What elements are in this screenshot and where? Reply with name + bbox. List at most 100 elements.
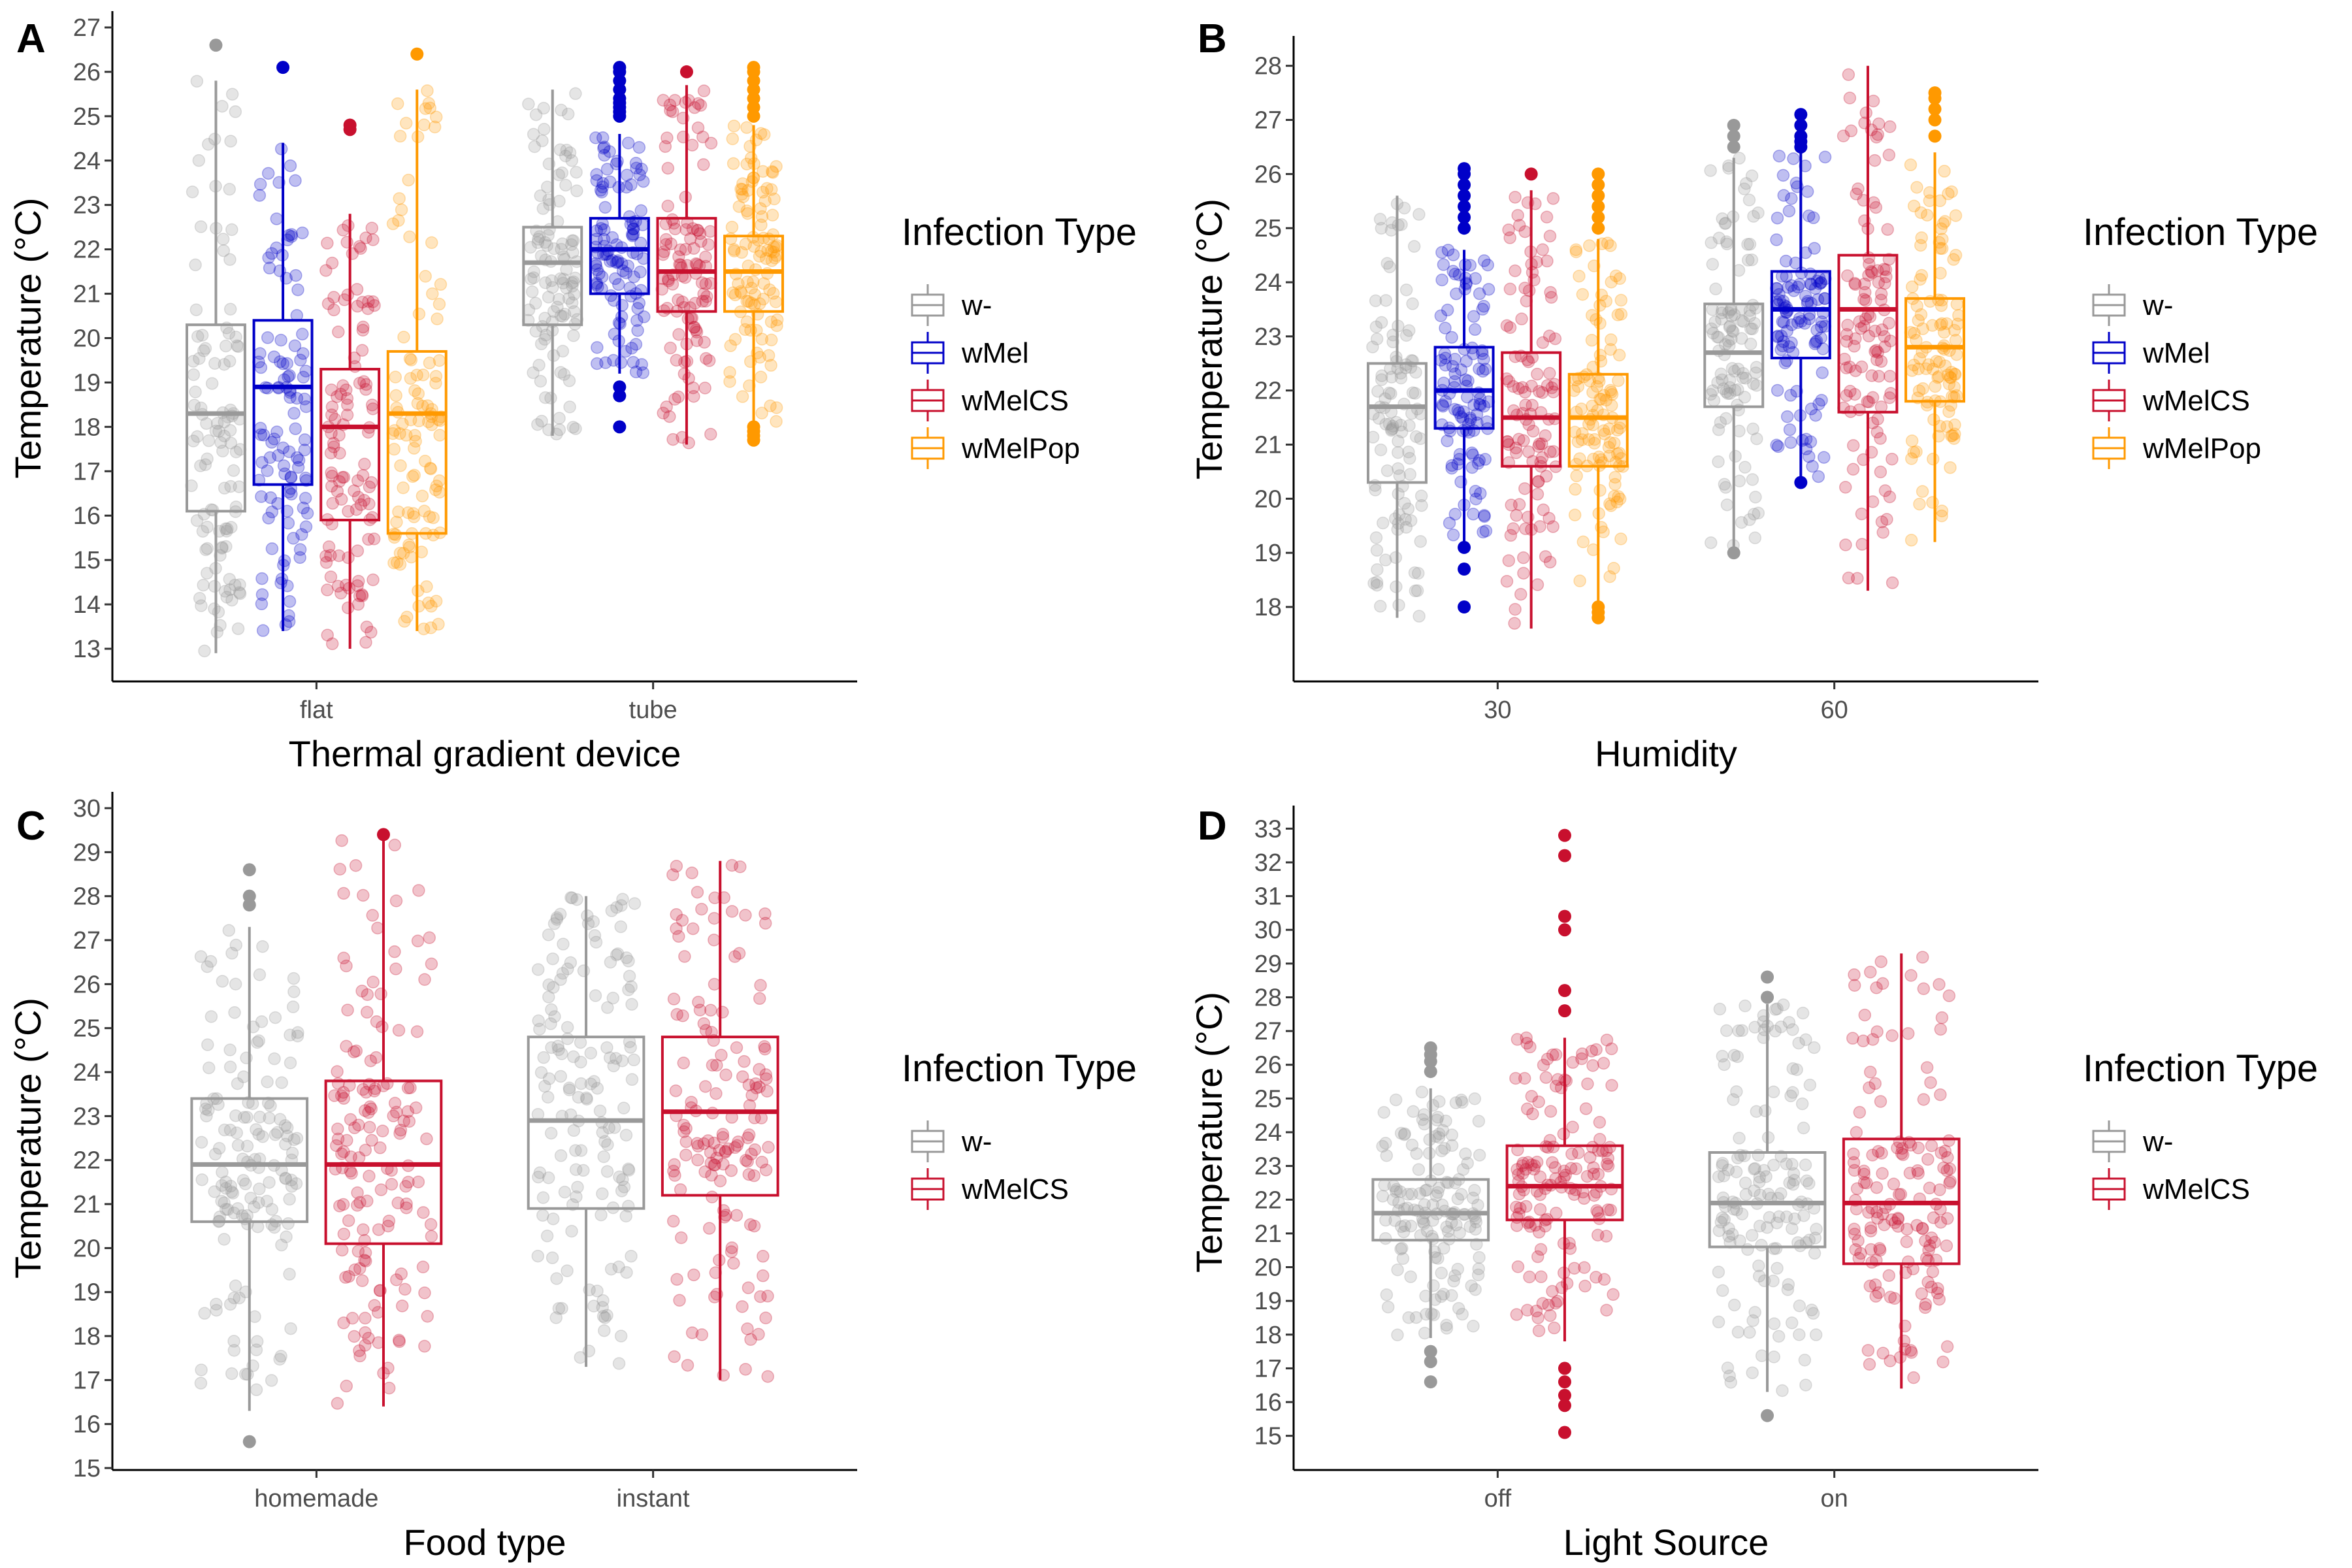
data-point [1594,393,1608,406]
data-point [351,299,364,313]
data-point [1808,1041,1821,1054]
data-point [1416,1113,1429,1126]
data-point [1847,1156,1861,1169]
data-point [1946,429,1959,442]
data-point [549,1311,563,1324]
data-point [350,1044,363,1058]
data-point [1469,485,1482,498]
data-point [615,899,628,912]
data-point [1724,1376,1737,1389]
data-point [1942,989,1956,1002]
data-point [422,596,435,610]
data-point [359,636,372,649]
data-point [274,142,288,155]
data-point [1928,1235,1941,1249]
data-point [1769,1242,1783,1255]
data-point [1814,276,1827,289]
outlier-point [1794,476,1808,489]
data-point [1516,1159,1529,1172]
data-point [1418,1198,1431,1211]
data-point [534,1066,548,1079]
data-point [1409,1311,1423,1324]
data-point [365,1102,378,1115]
data-point [1810,335,1823,348]
data-point [666,868,679,881]
data-point [400,1197,413,1211]
data-point [679,1149,693,1162]
data-point [1531,367,1544,381]
data-point [664,341,677,355]
y-tick-label: 32 [1254,849,1282,877]
data-point [1436,398,1449,412]
data-point [615,257,629,270]
data-point [1767,1085,1780,1098]
data-point [220,540,233,553]
data-point [1369,320,1383,333]
data-point [433,414,447,427]
data-point [1414,535,1428,548]
outlier-point [1458,162,1471,176]
legend-label: w- [961,1126,992,1158]
data-point [663,410,676,423]
data-point [295,528,308,541]
data-point [1755,1239,1768,1252]
data-point [1433,1095,1446,1108]
data-point [716,1005,729,1019]
data-point [1575,1052,1588,1066]
data-point [1603,497,1616,510]
data-point [1741,1243,1754,1256]
data-point [620,1266,633,1279]
data-point [1875,1147,1888,1160]
data-point [347,1045,361,1058]
data-point [1865,265,1878,278]
data-point [614,920,627,934]
y-tick-label: 19 [1254,540,1282,567]
data-point [1849,1243,1862,1256]
data-point [1944,1175,1957,1188]
data-point [1511,1260,1525,1273]
data-point [1509,602,1522,616]
data-point [1748,1305,1761,1319]
data-point [747,275,760,289]
data-point [335,1089,348,1102]
data-point [1419,1184,1432,1197]
data-point [1603,1141,1616,1154]
data-point [1931,1282,1944,1296]
data-point [1903,1166,1917,1180]
data-point [1548,378,1561,391]
data-point [1441,1224,1455,1238]
data-point [1888,1216,1902,1230]
data-point [551,301,564,314]
data-point [382,1381,396,1395]
data-point [212,1141,226,1155]
data-point [1716,1156,1729,1170]
data-point [372,1223,385,1236]
data-point [424,621,438,634]
data-point [407,510,421,523]
legend-item: w- [911,1120,992,1162]
data-point [1473,487,1487,500]
data-point [1608,489,1621,503]
data-point [225,947,238,960]
data-point [691,223,704,237]
data-point [719,1209,732,1222]
data-point [1474,399,1487,412]
data-point [393,427,406,440]
data-point [659,217,673,231]
data-point [1863,1066,1877,1079]
panel-tag: B [1198,16,1227,61]
y-tick-label: 19 [73,1279,101,1307]
data-point [668,1169,681,1182]
data-point [1579,1102,1593,1115]
data-point [632,140,646,154]
data-point [709,1266,722,1279]
data-point [201,566,214,580]
data-point [1718,478,1731,491]
data-point [1608,436,1621,449]
data-point [198,644,211,658]
data-point [1465,461,1479,474]
x-tick-label: on [1820,1485,1848,1512]
data-point [1446,265,1460,278]
data-point [544,1126,558,1140]
outlier-point [613,420,627,434]
